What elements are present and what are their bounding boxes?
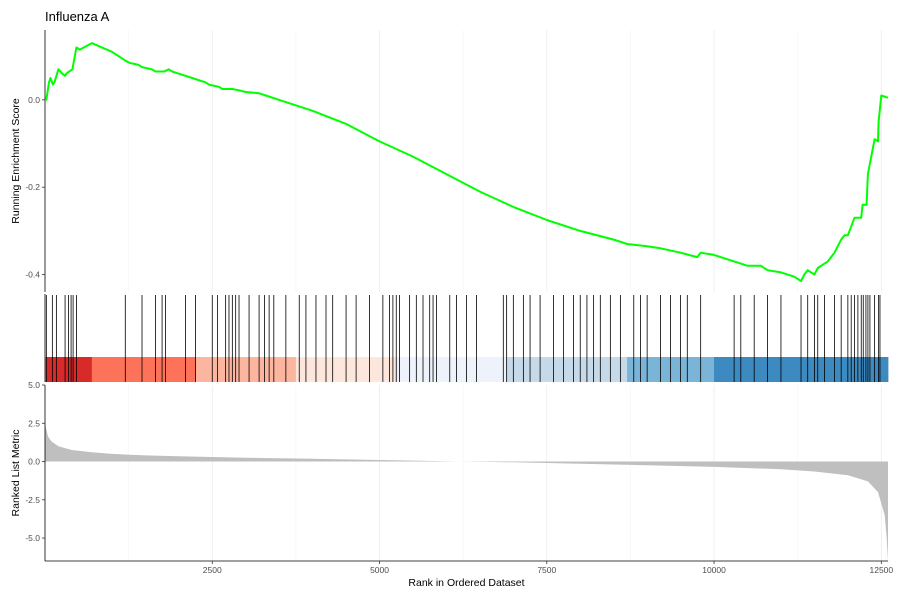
chart-title: Influenza A <box>45 9 110 24</box>
x-tick-label: 2500 <box>203 565 222 575</box>
enrichment-y-ticks: 0.0 -0.2 -0.4 <box>25 95 45 280</box>
y-tick-label: 0.0 <box>28 457 40 467</box>
x-tick-label: 5000 <box>370 565 389 575</box>
ranked-metric-area <box>45 423 888 561</box>
x-ticks: 2500 5000 7500 10000 12500 <box>203 561 893 575</box>
enrichment-score-panel: 0.0 -0.2 -0.4 Running Enrichment Score <box>10 30 889 292</box>
x-tick-label: 7500 <box>537 565 556 575</box>
ranked-list-metric-panel: 5.0 2.5 0.0 -2.5 -5.0 2500 5000 7500 10000 12500… <box>10 380 893 589</box>
x-tick-label: 12500 <box>869 565 893 575</box>
gene-hits-panel <box>44 294 889 382</box>
metric-gridlines <box>128 385 882 561</box>
band-segment <box>91 357 196 382</box>
x-tick-label: 10000 <box>702 565 726 575</box>
y-tick-label: -0.2 <box>25 182 40 192</box>
y-tick-label: -0.4 <box>25 270 40 280</box>
metric-y-ticks: 5.0 2.5 0.0 -2.5 -5.0 <box>25 380 45 543</box>
running-enrichment-score-line <box>45 42 889 283</box>
band-segment <box>195 357 297 382</box>
y-tick-label: 5.0 <box>28 380 40 390</box>
gene-hit-markers <box>45 295 881 382</box>
enrichment-gridlines <box>128 30 882 292</box>
y-tick-label: 2.5 <box>28 418 40 428</box>
metric-y-axis-label: Ranked List Metric <box>10 430 22 517</box>
band-segment <box>396 357 508 382</box>
y-tick-label: 0.0 <box>28 95 40 105</box>
band-segment <box>506 357 628 382</box>
x-axis-label: Rank in Ordered Dataset <box>408 577 524 589</box>
enrichment-y-axis-label: Running Enrichment Score <box>10 98 22 224</box>
y-tick-label: -2.5 <box>25 495 40 505</box>
y-tick-label: -5.0 <box>25 533 40 543</box>
